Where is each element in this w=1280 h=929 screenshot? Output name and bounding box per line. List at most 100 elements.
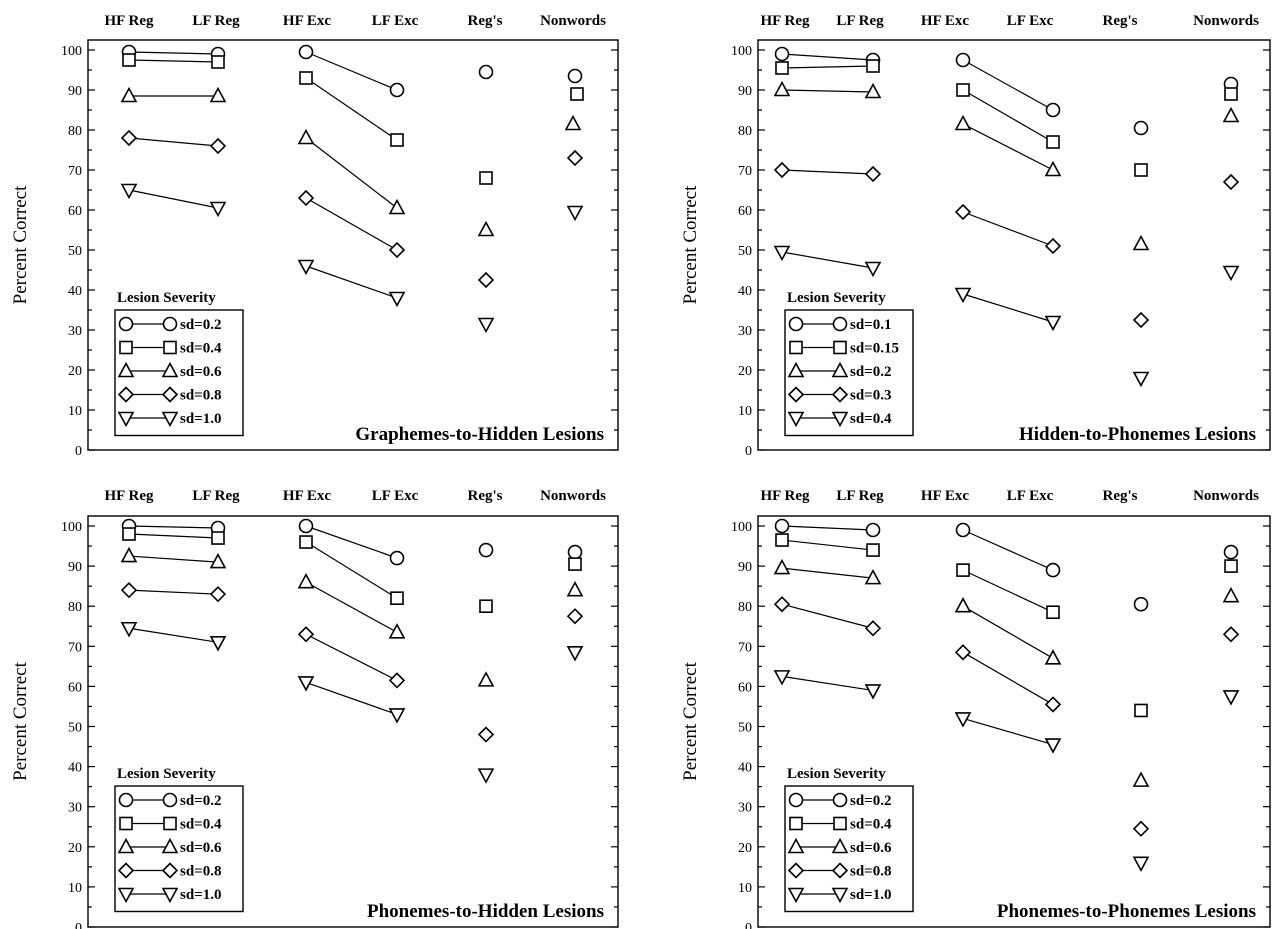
panel-title: Graphemes-to-Hidden Lesions: [355, 424, 604, 445]
data-point: [864, 82, 882, 99]
legend-title: Lesion Severity: [117, 766, 216, 782]
series-line: [781, 89, 874, 93]
series-line: [962, 89, 1054, 143]
series-line: [781, 251, 874, 269]
series-sd=0.6: [120, 86, 582, 237]
legend-entry: sd=0.2: [850, 364, 891, 380]
legend-box: [784, 785, 914, 913]
y-tick-label: 70: [738, 640, 752, 655]
data-point: [1222, 265, 1240, 282]
data-point: [1132, 771, 1150, 787]
legend-marker: [161, 887, 179, 904]
data-point: [479, 171, 493, 185]
legend-marker: [833, 340, 847, 355]
data-point: [120, 546, 138, 563]
data-point: [299, 71, 313, 85]
data-point: [954, 597, 972, 613]
series-sd=1.0: [120, 183, 584, 334]
legend-entry: sd=0.6: [180, 364, 222, 380]
data-point: [1044, 649, 1062, 665]
series-line: [305, 51, 398, 91]
data-point: [566, 205, 584, 222]
y-tick-label: 0: [745, 444, 752, 459]
legend-entry: sd=1.0: [180, 887, 221, 903]
category-label: LF Exc: [372, 488, 419, 504]
data-point: [775, 533, 789, 547]
data-point: [773, 596, 791, 613]
y-tick-label: 40: [68, 284, 82, 299]
data-point: [954, 644, 972, 661]
series-sd=0.3: [773, 161, 1240, 329]
data-point: [297, 676, 315, 692]
series-line: [305, 581, 398, 633]
legend-title: Lesion Severity: [787, 766, 886, 782]
data-point: [297, 189, 315, 207]
data-point: [566, 149, 584, 167]
series-line: [128, 525, 219, 529]
data-point: [773, 558, 791, 575]
legend-marker: [161, 862, 179, 879]
data-point: [955, 52, 971, 68]
legend-box: [784, 309, 914, 437]
data-point: [1222, 173, 1240, 191]
data-point: [570, 87, 584, 101]
y-tick-label: 30: [738, 324, 752, 339]
category-label: HF Exc: [283, 13, 332, 29]
legend-marker: [117, 887, 135, 904]
y-tick-label: 40: [68, 761, 82, 776]
data-point: [209, 552, 227, 569]
data-point: [1044, 696, 1062, 713]
legend-marker: [162, 316, 178, 332]
y-tick-label: 100: [61, 520, 82, 535]
series-sd=0.2: [774, 518, 1239, 612]
data-point: [297, 626, 315, 643]
y-tick-label: 30: [68, 801, 82, 816]
series-line: [128, 555, 219, 563]
data-point: [122, 53, 136, 67]
series-line: [962, 211, 1054, 247]
series-line: [962, 569, 1054, 613]
chart-panel-3: 0 10 20 30 40 50 60 70 80 90 100 Percent Correct HF …: [10, 488, 619, 929]
data-point: [298, 44, 314, 60]
data-point: [211, 55, 225, 69]
data-point: [1224, 559, 1238, 573]
legend-entry: sd=0.1: [850, 317, 891, 333]
data-point: [478, 542, 494, 558]
data-point: [864, 261, 882, 278]
category-label: LF Reg: [836, 13, 884, 29]
series-line: [305, 77, 398, 141]
category-label: Reg's: [1103, 488, 1138, 504]
legend-entry: sd=0.4: [180, 341, 222, 357]
panel-title: Hidden-to-Phonemes Lesions: [1019, 424, 1256, 445]
series-line: [128, 51, 219, 55]
category-label: HF Exc: [283, 488, 332, 504]
legend-marker: [161, 411, 179, 428]
category-label: HF Reg: [760, 13, 810, 29]
data-point: [866, 59, 880, 73]
series-line: [128, 189, 219, 209]
series-line: [962, 123, 1054, 171]
data-point: [1133, 596, 1149, 612]
data-point: [477, 671, 495, 687]
series-sd=0.4: [773, 245, 1240, 388]
data-point: [209, 586, 227, 603]
legend-entry: sd=0.6: [180, 840, 222, 856]
data-point: [211, 531, 225, 545]
data-point: [388, 623, 406, 639]
data-point: [299, 535, 313, 549]
y-tick-label: 0: [75, 921, 82, 929]
legend-marker: [832, 792, 848, 808]
data-point: [864, 568, 882, 585]
series-line: [128, 533, 219, 539]
y-tick-label: 20: [68, 841, 82, 856]
data-point: [390, 133, 404, 147]
series-line: [962, 293, 1054, 323]
series-sd=0.6: [120, 546, 584, 687]
data-point: [1134, 163, 1148, 177]
data-point: [568, 557, 582, 571]
data-point: [774, 518, 790, 534]
category-label: LF Exc: [372, 13, 419, 29]
y-tick-label: 10: [738, 404, 752, 419]
series-line: [781, 169, 874, 175]
data-point: [479, 599, 493, 614]
